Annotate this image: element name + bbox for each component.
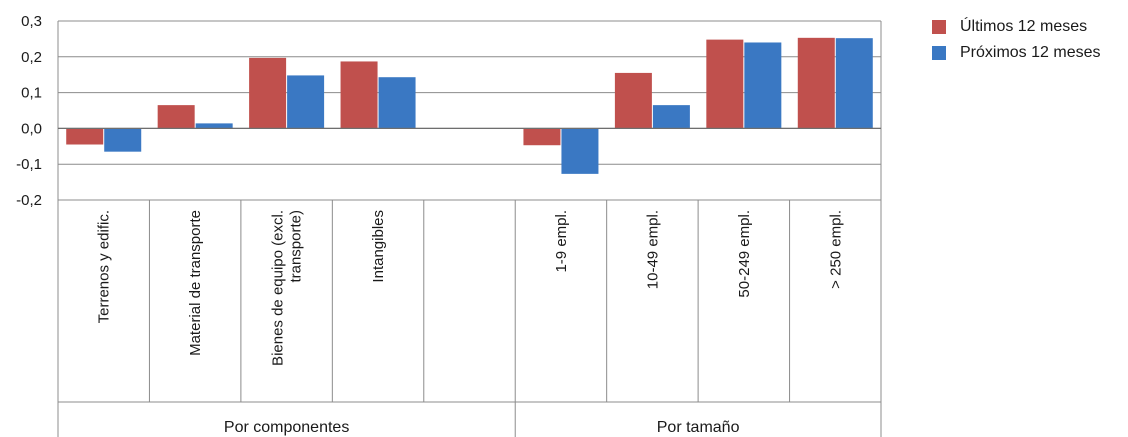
bar-ultimos: [523, 128, 561, 146]
legend-item-series-2: Próximos 12 meses: [932, 40, 1101, 66]
category-label: Material de transporte: [187, 210, 204, 356]
bar-proximos: [652, 105, 690, 129]
category-label-line: > 250 empl.: [827, 210, 844, 289]
bar-ultimos: [249, 57, 287, 129]
category-label: Bienes de equipo (excl.transporte): [270, 210, 305, 366]
category-label: 10-49 empl.: [644, 210, 661, 289]
legend-item-series-1: Últimos 12 meses: [932, 14, 1101, 40]
legend-label-series-1: Últimos 12 meses: [960, 18, 1088, 35]
category-label: 50-249 empl.: [736, 210, 753, 298]
y-tick-label: -0,1: [16, 156, 42, 173]
bar-ultimos: [797, 37, 835, 129]
bar-ultimos: [340, 61, 378, 129]
bar-proximos: [287, 75, 325, 129]
bar-proximos: [835, 38, 873, 129]
category-label-line: Terrenos y edific.: [96, 210, 113, 323]
legend-swatch-series-2: [932, 46, 946, 60]
category-label-line: Intangibles: [370, 210, 387, 283]
category-label-line: 50-249 empl.: [736, 210, 753, 298]
group-label: Por tamaño: [657, 419, 740, 436]
bar-proximos: [561, 128, 599, 174]
y-tick-label: 0,1: [21, 85, 42, 102]
category-label-line: Bienes de equipo (excl.: [270, 210, 287, 366]
y-tick-label: 0,2: [21, 49, 42, 66]
category-label-line: Material de transporte: [187, 210, 204, 356]
bar-ultimos: [157, 105, 195, 129]
bar-ultimos: [614, 72, 652, 129]
bar-proximos: [378, 77, 416, 129]
y-tick-label: -0,2: [16, 192, 42, 209]
category-label-line: 1-9 empl.: [553, 210, 570, 273]
category-label-line: 10-49 empl.: [644, 210, 661, 289]
category-label: Intangibles: [370, 210, 387, 283]
category-label: > 250 empl.: [827, 210, 844, 289]
y-tick-label: 0,0: [21, 120, 42, 137]
category-label-line: transporte): [288, 210, 305, 283]
bar-ultimos: [706, 39, 744, 129]
group-label: Por componentes: [224, 419, 349, 436]
bar-ultimos: [66, 128, 104, 145]
y-tick-label: 0,3: [21, 13, 42, 30]
category-label: Terrenos y edific.: [96, 210, 113, 323]
bar-proximos: [104, 128, 142, 152]
legend-label-series-2: Próximos 12 meses: [960, 44, 1101, 61]
bar-proximos: [195, 123, 233, 129]
bar-proximos: [744, 42, 782, 129]
legend-swatch-series-1: [932, 20, 946, 34]
category-label: 1-9 empl.: [553, 210, 570, 273]
legend: Últimos 12 meses Próximos 12 meses: [932, 14, 1101, 66]
